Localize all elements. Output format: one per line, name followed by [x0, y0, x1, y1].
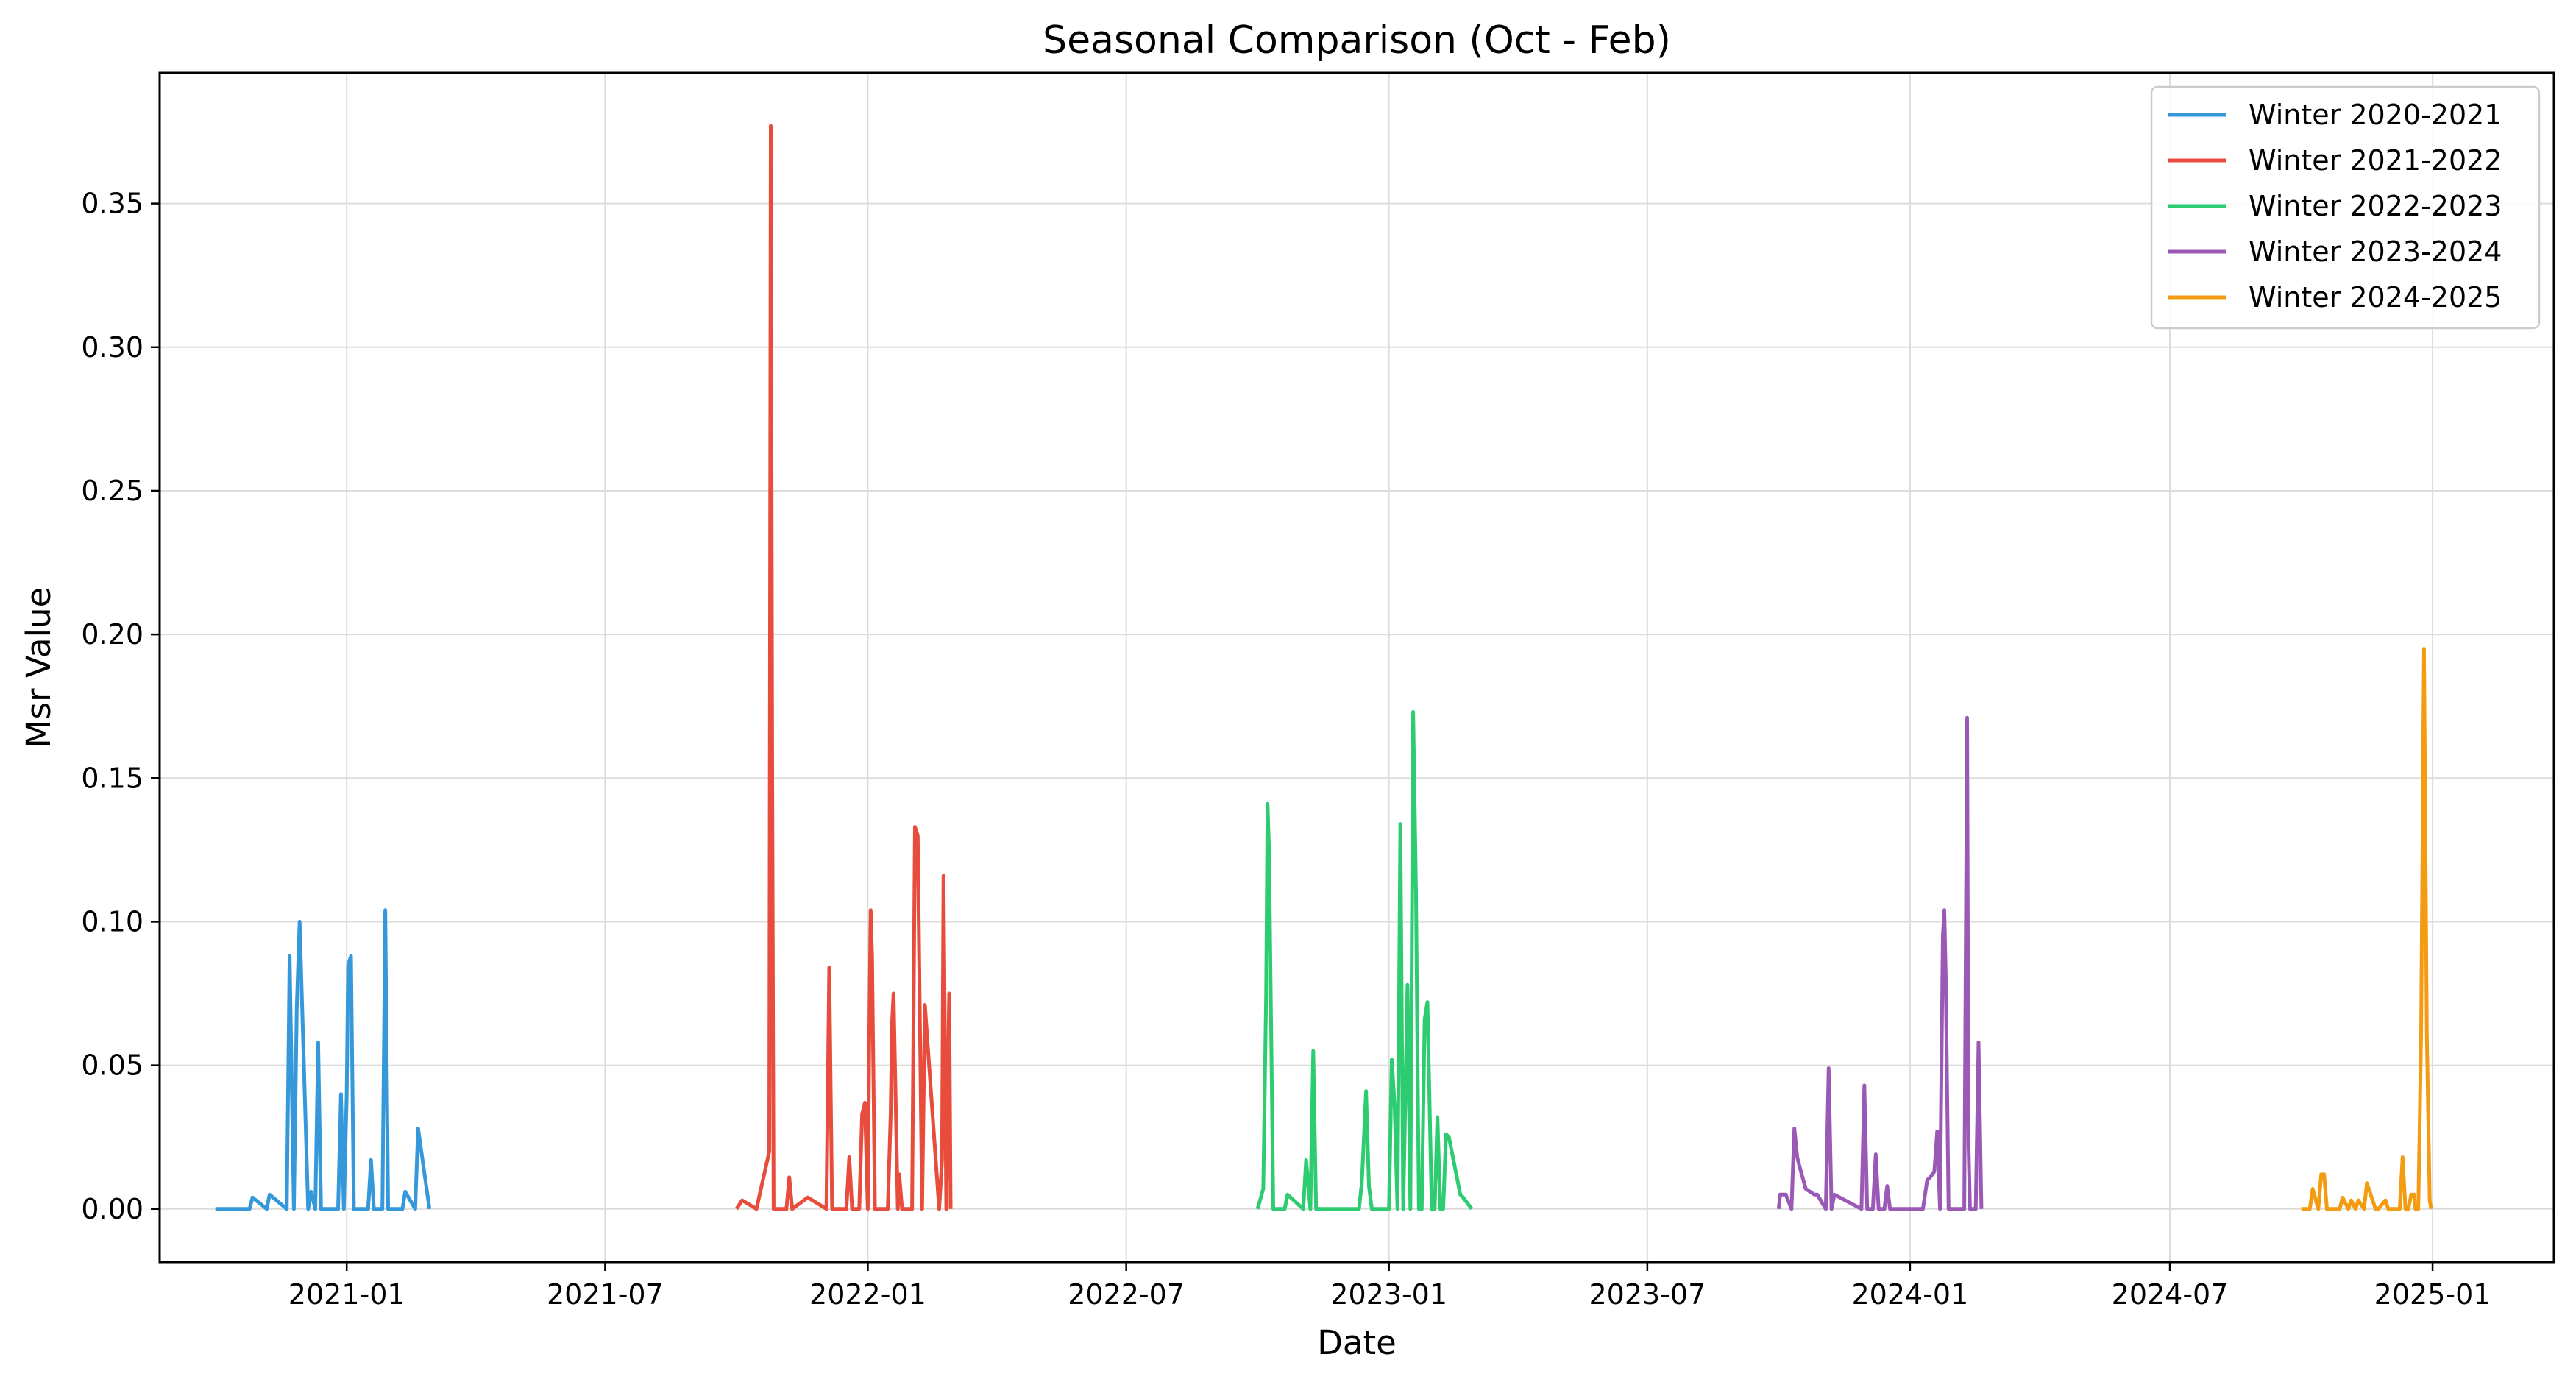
y-tick-label: 0.35 [81, 188, 143, 220]
legend-label: Winter 2020-2021 [2249, 99, 2502, 131]
x-tick-label: 2023-01 [1330, 1278, 1447, 1311]
series-line-2 [734, 124, 953, 1211]
series-line-3 [1255, 710, 1474, 1211]
x-tick-label: 2022-07 [1068, 1278, 1185, 1311]
plot-frame [158, 71, 2555, 1264]
x-tick-label: 2024-01 [1852, 1278, 1969, 1311]
series-line-5 [2301, 647, 2433, 1211]
y-tick-label: 0.05 [81, 1049, 143, 1082]
x-tick-label: 2025-01 [2374, 1278, 2491, 1311]
y-tick-label: 0.30 [81, 331, 143, 364]
legend-label: Winter 2022-2023 [2249, 190, 2502, 222]
x-axis-label: Date [1317, 1323, 1397, 1362]
x-tick-label: 2023-07 [1589, 1278, 1706, 1311]
x-axis: 2021-01 2021-07 2022-01 2022-07 2023-01 2023-… [288, 1262, 2491, 1311]
y-axis: 0.00 0.05 0.10 0.15 0.20 0.25 0.30 0.35 [81, 188, 160, 1225]
y-tick-label: 0.20 [81, 618, 143, 651]
x-tick-label: 2021-01 [288, 1278, 405, 1311]
y-tick-label: 0.00 [81, 1193, 143, 1225]
legend: Winter 2020-2021 Winter 2021-2022 Winter 2… [2150, 85, 2541, 330]
legend-label: Winter 2021-2022 [2249, 144, 2502, 177]
y-tick-label: 0.15 [81, 762, 143, 794]
legend-label: Winter 2024-2025 [2249, 281, 2502, 314]
legend-label: Winter 2023-2024 [2249, 235, 2502, 268]
y-axis-label: Msr Value [19, 587, 58, 748]
y-tick-label: 0.10 [81, 905, 143, 938]
series-layer [215, 124, 2433, 1211]
chart-title: Seasonal Comparison (Oct - Feb) [1043, 18, 1671, 63]
x-tick-label: 2021-07 [547, 1278, 664, 1311]
legend-box [2150, 85, 2541, 330]
series-line-1 [215, 908, 432, 1211]
x-tick-label: 2024-07 [2112, 1278, 2229, 1311]
series-line-4 [1776, 715, 1984, 1211]
y-tick-label: 0.25 [81, 475, 143, 507]
x-tick-label: 2022-01 [809, 1278, 926, 1311]
